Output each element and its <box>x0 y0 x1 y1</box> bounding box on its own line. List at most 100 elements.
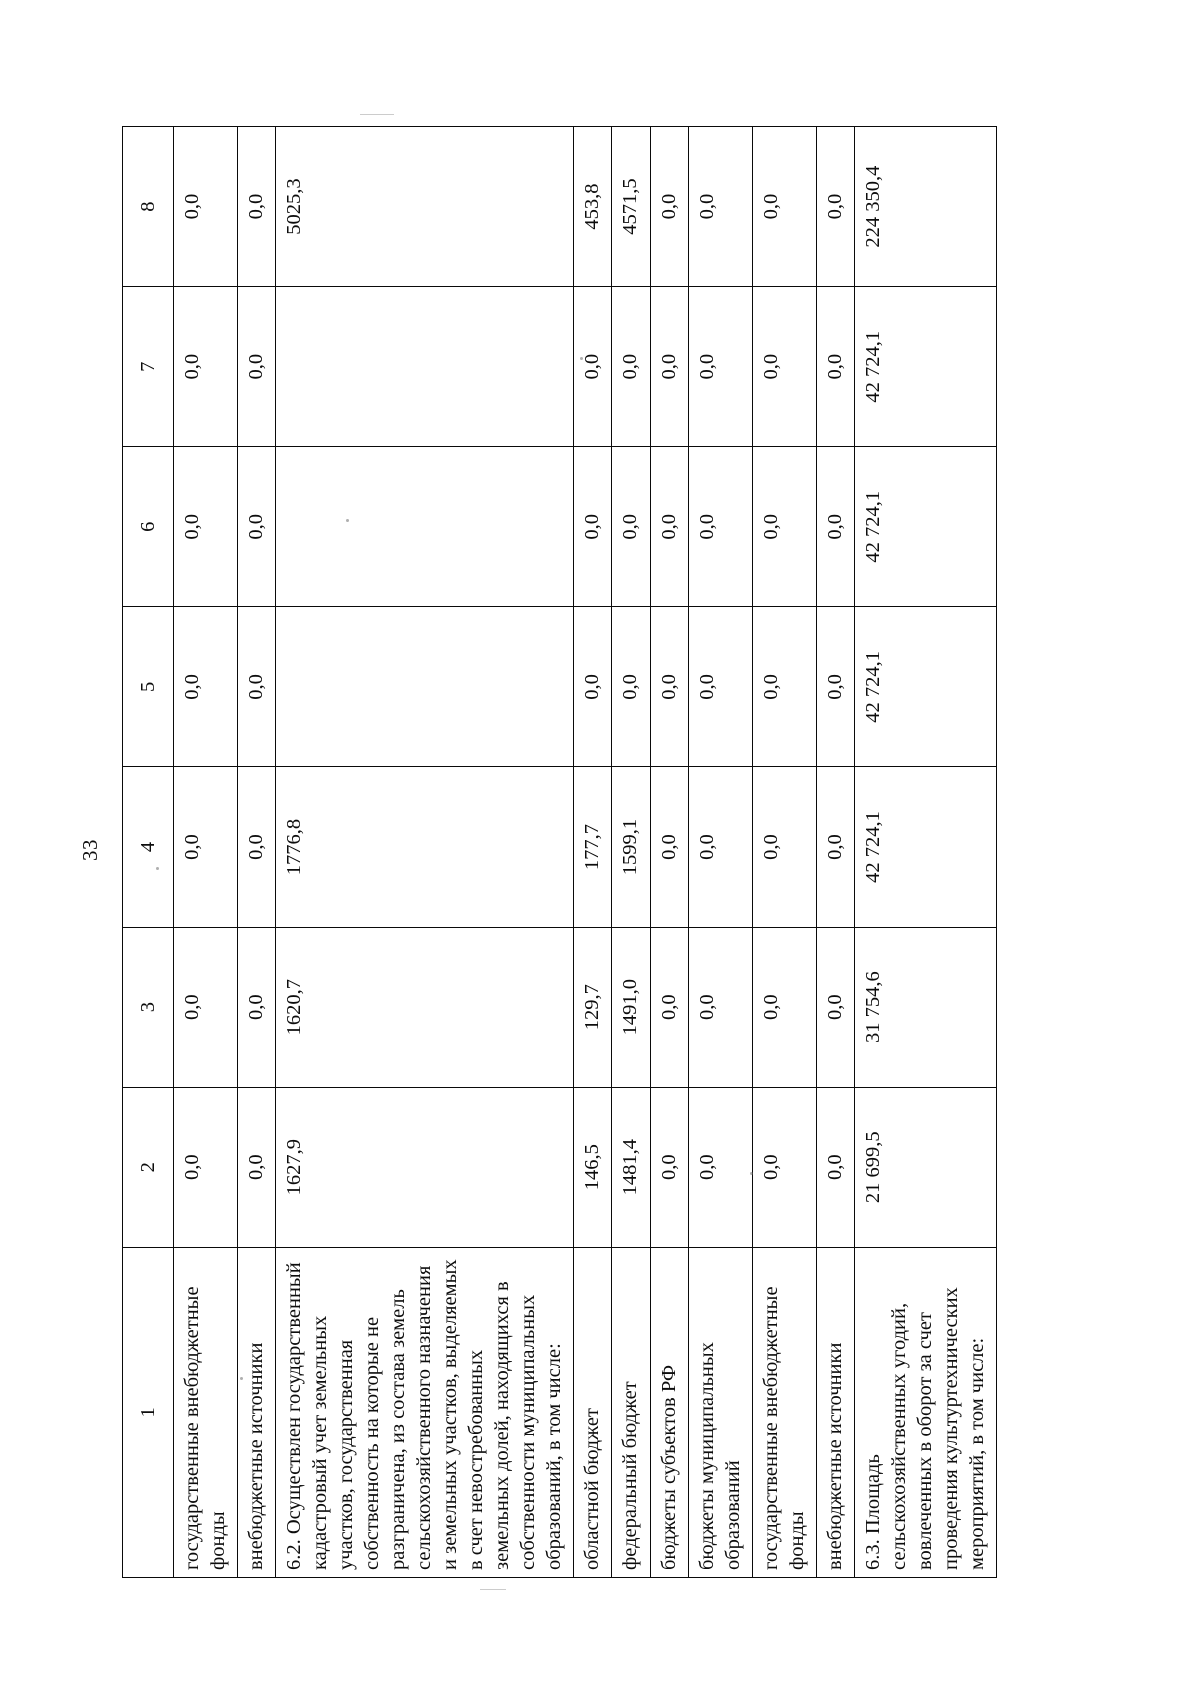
row-value: 0,0 <box>237 766 276 927</box>
row-value: 1491,0 <box>611 926 650 1087</box>
row-value: 0,0 <box>650 126 689 287</box>
row-value: 0,0 <box>611 286 650 447</box>
row-value: 0,0 <box>752 126 817 287</box>
row-value: 224 350,4 <box>854 126 997 287</box>
row-value: 4571,5 <box>611 126 650 287</box>
row-value: 0,0 <box>611 446 650 607</box>
row-value: 0,0 <box>688 1086 753 1247</box>
column-header-2: 2 <box>122 1086 174 1247</box>
row-value: 0,0 <box>237 126 276 287</box>
row-value: 0,0 <box>816 766 855 927</box>
row-value: 42 724,1 <box>854 286 997 447</box>
row-value: 1776,8 <box>275 766 574 927</box>
row-value: 0,0 <box>237 926 276 1087</box>
row-value: 0,0 <box>173 126 238 287</box>
row-value: 0,0 <box>650 446 689 607</box>
row-value: 42 724,1 <box>854 606 997 767</box>
row-value: 0,0 <box>173 1086 238 1247</box>
scan-hairline <box>480 1588 506 1590</box>
row-value: 0,0 <box>650 1086 689 1247</box>
table-row: внебюджетные источники 0,0 0,0 0,0 0,0 0… <box>816 126 855 1577</box>
row-value: 0,0 <box>752 606 817 767</box>
row-value <box>275 446 574 607</box>
row-value: 0,0 <box>173 446 238 607</box>
row-value: 0,0 <box>688 446 753 607</box>
table-row: бюджеты муниципальных образований 0,0 0,… <box>688 126 753 1577</box>
column-header-4: 4 <box>122 766 174 927</box>
row-value: 0,0 <box>237 446 276 607</box>
row-value: 0,0 <box>752 286 817 447</box>
column-header-6: 6 <box>122 446 174 607</box>
row-value: 0,0 <box>173 766 238 927</box>
row-label: внебюджетные источники <box>816 1246 855 1577</box>
row-value: 146,5 <box>573 1086 612 1247</box>
row-value: 42 724,1 <box>854 446 997 607</box>
row-label: внебюджетные источники <box>237 1246 276 1577</box>
scan-speck <box>346 518 349 522</box>
row-value: 0,0 <box>752 1086 817 1247</box>
row-value: 1627,9 <box>275 1086 574 1247</box>
table-row: 6.2. Осуществлен государственный кадастр… <box>275 126 574 1577</box>
row-value: 0,0 <box>816 446 855 607</box>
row-value: 0,0 <box>816 926 855 1087</box>
row-label: государственные внебюджетные фонды <box>752 1246 817 1577</box>
table-row: бюджеты субъектов РФ 0,0 0,0 0,0 0,0 0,0… <box>650 126 689 1577</box>
row-value: 1620,7 <box>275 926 574 1087</box>
table-row: государственные внебюджетные фонды 0,0 0… <box>752 126 817 1577</box>
row-value: 0,0 <box>173 926 238 1087</box>
row-label: областной бюджет <box>573 1246 612 1577</box>
row-value: 1599,1 <box>611 766 650 927</box>
row-label: бюджеты муниципальных образований <box>688 1246 753 1577</box>
row-value: 0,0 <box>688 766 753 927</box>
row-value <box>275 286 574 447</box>
row-value: 0,0 <box>237 1086 276 1247</box>
row-label: бюджеты субъектов РФ <box>650 1246 689 1577</box>
column-header-1: 1 <box>122 1246 174 1577</box>
table-row: федеральный бюджет 1481,4 1491,0 1599,1 … <box>611 126 650 1577</box>
row-value: 0,0 <box>237 286 276 447</box>
row-value: 0,0 <box>816 126 855 287</box>
page-canvas: 33 1 2 3 4 5 6 7 8 государс <box>60 69 1140 1630</box>
row-value: 177,7 <box>573 766 612 927</box>
scan-speck <box>156 866 159 870</box>
row-value: 42 724,1 <box>854 766 997 927</box>
scan-speck <box>750 1171 753 1175</box>
row-value: 0,0 <box>688 126 753 287</box>
row-value: 0,0 <box>688 926 753 1087</box>
table-row: государственные внебюджетные фонды 0,0 0… <box>173 126 238 1577</box>
table-row: областной бюджет 146,5 129,7 177,7 0,0 0… <box>573 126 612 1577</box>
row-value: 0,0 <box>752 926 817 1087</box>
column-header-5: 5 <box>122 606 174 767</box>
row-value: 0,0 <box>611 606 650 767</box>
row-value: 0,0 <box>688 286 753 447</box>
column-header-8: 8 <box>122 126 174 287</box>
row-label: федеральный бюджет <box>611 1246 650 1577</box>
page-number: 33 <box>78 838 102 861</box>
row-value: 0,0 <box>650 766 689 927</box>
row-value: 0,0 <box>573 606 612 767</box>
row-value: 0,0 <box>573 446 612 607</box>
scan-speck <box>240 1376 243 1380</box>
row-label: государственные внебюджетные фонды <box>173 1246 238 1577</box>
row-value: 0,0 <box>650 926 689 1087</box>
row-value: 0,0 <box>752 446 817 607</box>
row-value: 453,8 <box>573 126 612 287</box>
row-value: 0,0 <box>573 286 612 447</box>
row-value: 1481,4 <box>611 1086 650 1247</box>
column-header-7: 7 <box>122 286 174 447</box>
table-row: внебюджетные источники 0,0 0,0 0,0 0,0 0… <box>237 126 276 1577</box>
row-value: 31 754,6 <box>854 926 997 1087</box>
row-value: 0,0 <box>688 606 753 767</box>
row-value: 0,0 <box>173 606 238 767</box>
row-value: 21 699,5 <box>854 1086 997 1247</box>
row-value: 5025,3 <box>275 126 574 287</box>
row-value: 0,0 <box>173 286 238 447</box>
row-value <box>275 606 574 767</box>
row-label: 6.2. Осуществлен государственный кадастр… <box>275 1246 574 1577</box>
row-value: 0,0 <box>816 1086 855 1247</box>
column-header-3: 3 <box>122 926 174 1087</box>
table-row: 6.3. Площадь сельскохозяйственных угодий… <box>854 126 997 1577</box>
row-value: 129,7 <box>573 926 612 1087</box>
scan-hairline <box>360 113 394 115</box>
